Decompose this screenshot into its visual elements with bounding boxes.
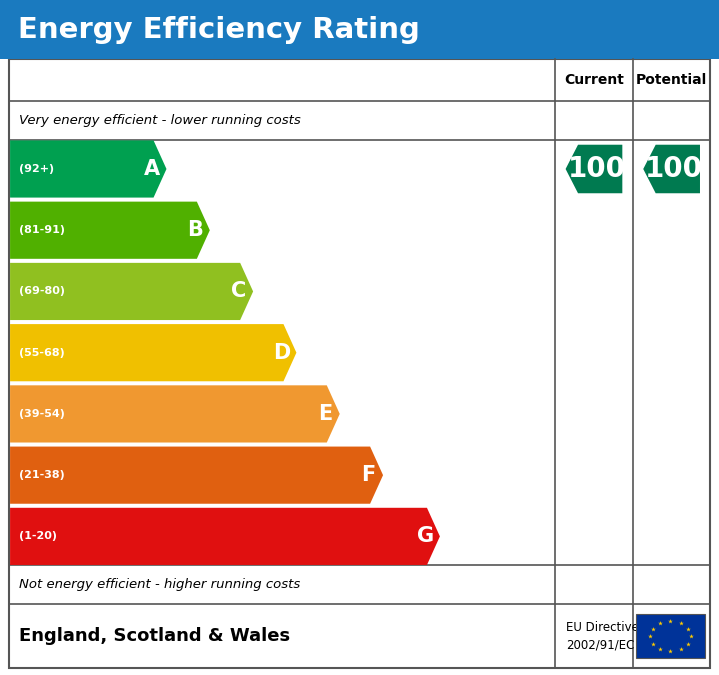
Text: (92+): (92+): [19, 164, 54, 174]
Text: Potential: Potential: [636, 74, 707, 87]
Text: (39-54): (39-54): [19, 409, 65, 419]
Polygon shape: [10, 385, 340, 443]
Text: (1-20): (1-20): [19, 531, 57, 541]
Polygon shape: [10, 447, 383, 504]
Text: (21-38): (21-38): [19, 470, 65, 480]
Text: (81-91): (81-91): [19, 225, 65, 235]
Bar: [0, 0, 719, 59]
Polygon shape: [564, 144, 623, 194]
Polygon shape: [10, 324, 296, 381]
Text: (55-68): (55-68): [19, 348, 65, 358]
Text: G: G: [417, 526, 434, 546]
Text: Current: Current: [564, 74, 624, 87]
Text: 100: 100: [645, 155, 703, 183]
Text: B: B: [188, 220, 203, 240]
Text: EU Directive
2002/91/EC: EU Directive 2002/91/EC: [566, 621, 638, 651]
Polygon shape: [10, 263, 253, 320]
Polygon shape: [10, 140, 167, 198]
Text: (69-80): (69-80): [19, 286, 65, 296]
Text: F: F: [362, 465, 376, 485]
Text: A: A: [144, 159, 160, 179]
Text: England, Scotland & Wales: England, Scotland & Wales: [19, 627, 290, 645]
Polygon shape: [10, 202, 210, 259]
Text: Very energy efficient - lower running costs: Very energy efficient - lower running co…: [19, 114, 301, 128]
Text: Not energy efficient - higher running costs: Not energy efficient - higher running co…: [19, 578, 301, 591]
Text: 100: 100: [567, 155, 626, 183]
Text: D: D: [273, 343, 290, 362]
Text: E: E: [319, 404, 332, 424]
Text: C: C: [231, 281, 247, 302]
Polygon shape: [642, 144, 701, 194]
Polygon shape: [10, 508, 440, 565]
Text: Energy Efficiency Rating: Energy Efficiency Rating: [18, 16, 420, 44]
Bar: [636, 614, 705, 658]
